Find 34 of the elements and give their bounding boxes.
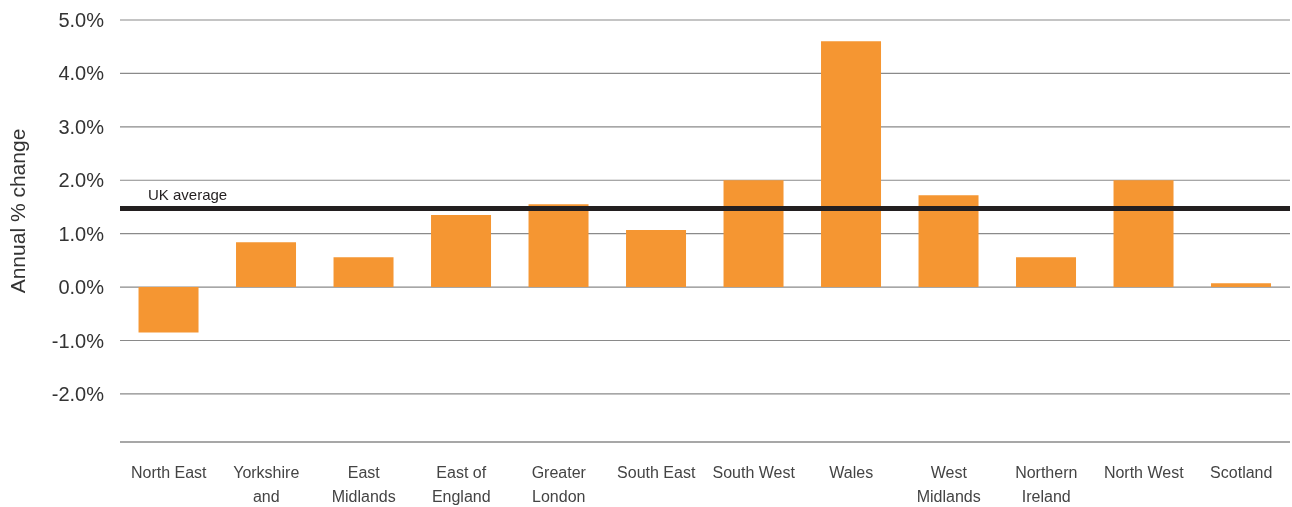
y-tick-label: -1.0% xyxy=(51,329,105,352)
x-tick-label: Yorkshire and xyxy=(233,464,300,505)
y-tick-label: 2.0% xyxy=(58,169,105,192)
bar xyxy=(333,257,394,288)
x-tick-label: Scotland xyxy=(1210,464,1273,481)
bar xyxy=(626,229,687,288)
ref-line-label: UK average xyxy=(148,185,228,203)
y-tick-label: 0.0% xyxy=(58,276,105,299)
y-tick-label: 5.0% xyxy=(58,9,105,31)
bar xyxy=(431,214,492,288)
x-tick-label: Northern Ireland xyxy=(1015,464,1078,505)
x-tick-label: North West xyxy=(1103,464,1185,481)
bar xyxy=(1016,257,1077,288)
y-tick-label: -2.0% xyxy=(51,382,105,405)
bar xyxy=(528,204,589,288)
x-tick-label: East Midlands xyxy=(331,464,396,505)
bar xyxy=(236,242,297,288)
x-tick-label: South East xyxy=(617,464,696,481)
bar xyxy=(138,287,199,333)
y-axis-title: Annual % change xyxy=(6,128,30,294)
bar xyxy=(918,195,979,288)
x-tick-label: North East xyxy=(130,464,208,481)
bar xyxy=(1113,180,1174,288)
x-tick-label: Greater London xyxy=(531,464,587,505)
y-tick-label: 4.0% xyxy=(58,62,105,85)
x-tick-label: Wales xyxy=(829,464,874,481)
bar xyxy=(1211,283,1272,288)
y-tick-label: 3.0% xyxy=(58,115,105,138)
x-tick-label: West Midlands xyxy=(916,464,981,505)
x-tick-label: South West xyxy=(712,464,796,481)
y-tick-label: 1.0% xyxy=(58,222,105,245)
bar xyxy=(821,41,882,288)
bar xyxy=(723,180,784,288)
x-tick-label: East of England xyxy=(431,464,491,505)
